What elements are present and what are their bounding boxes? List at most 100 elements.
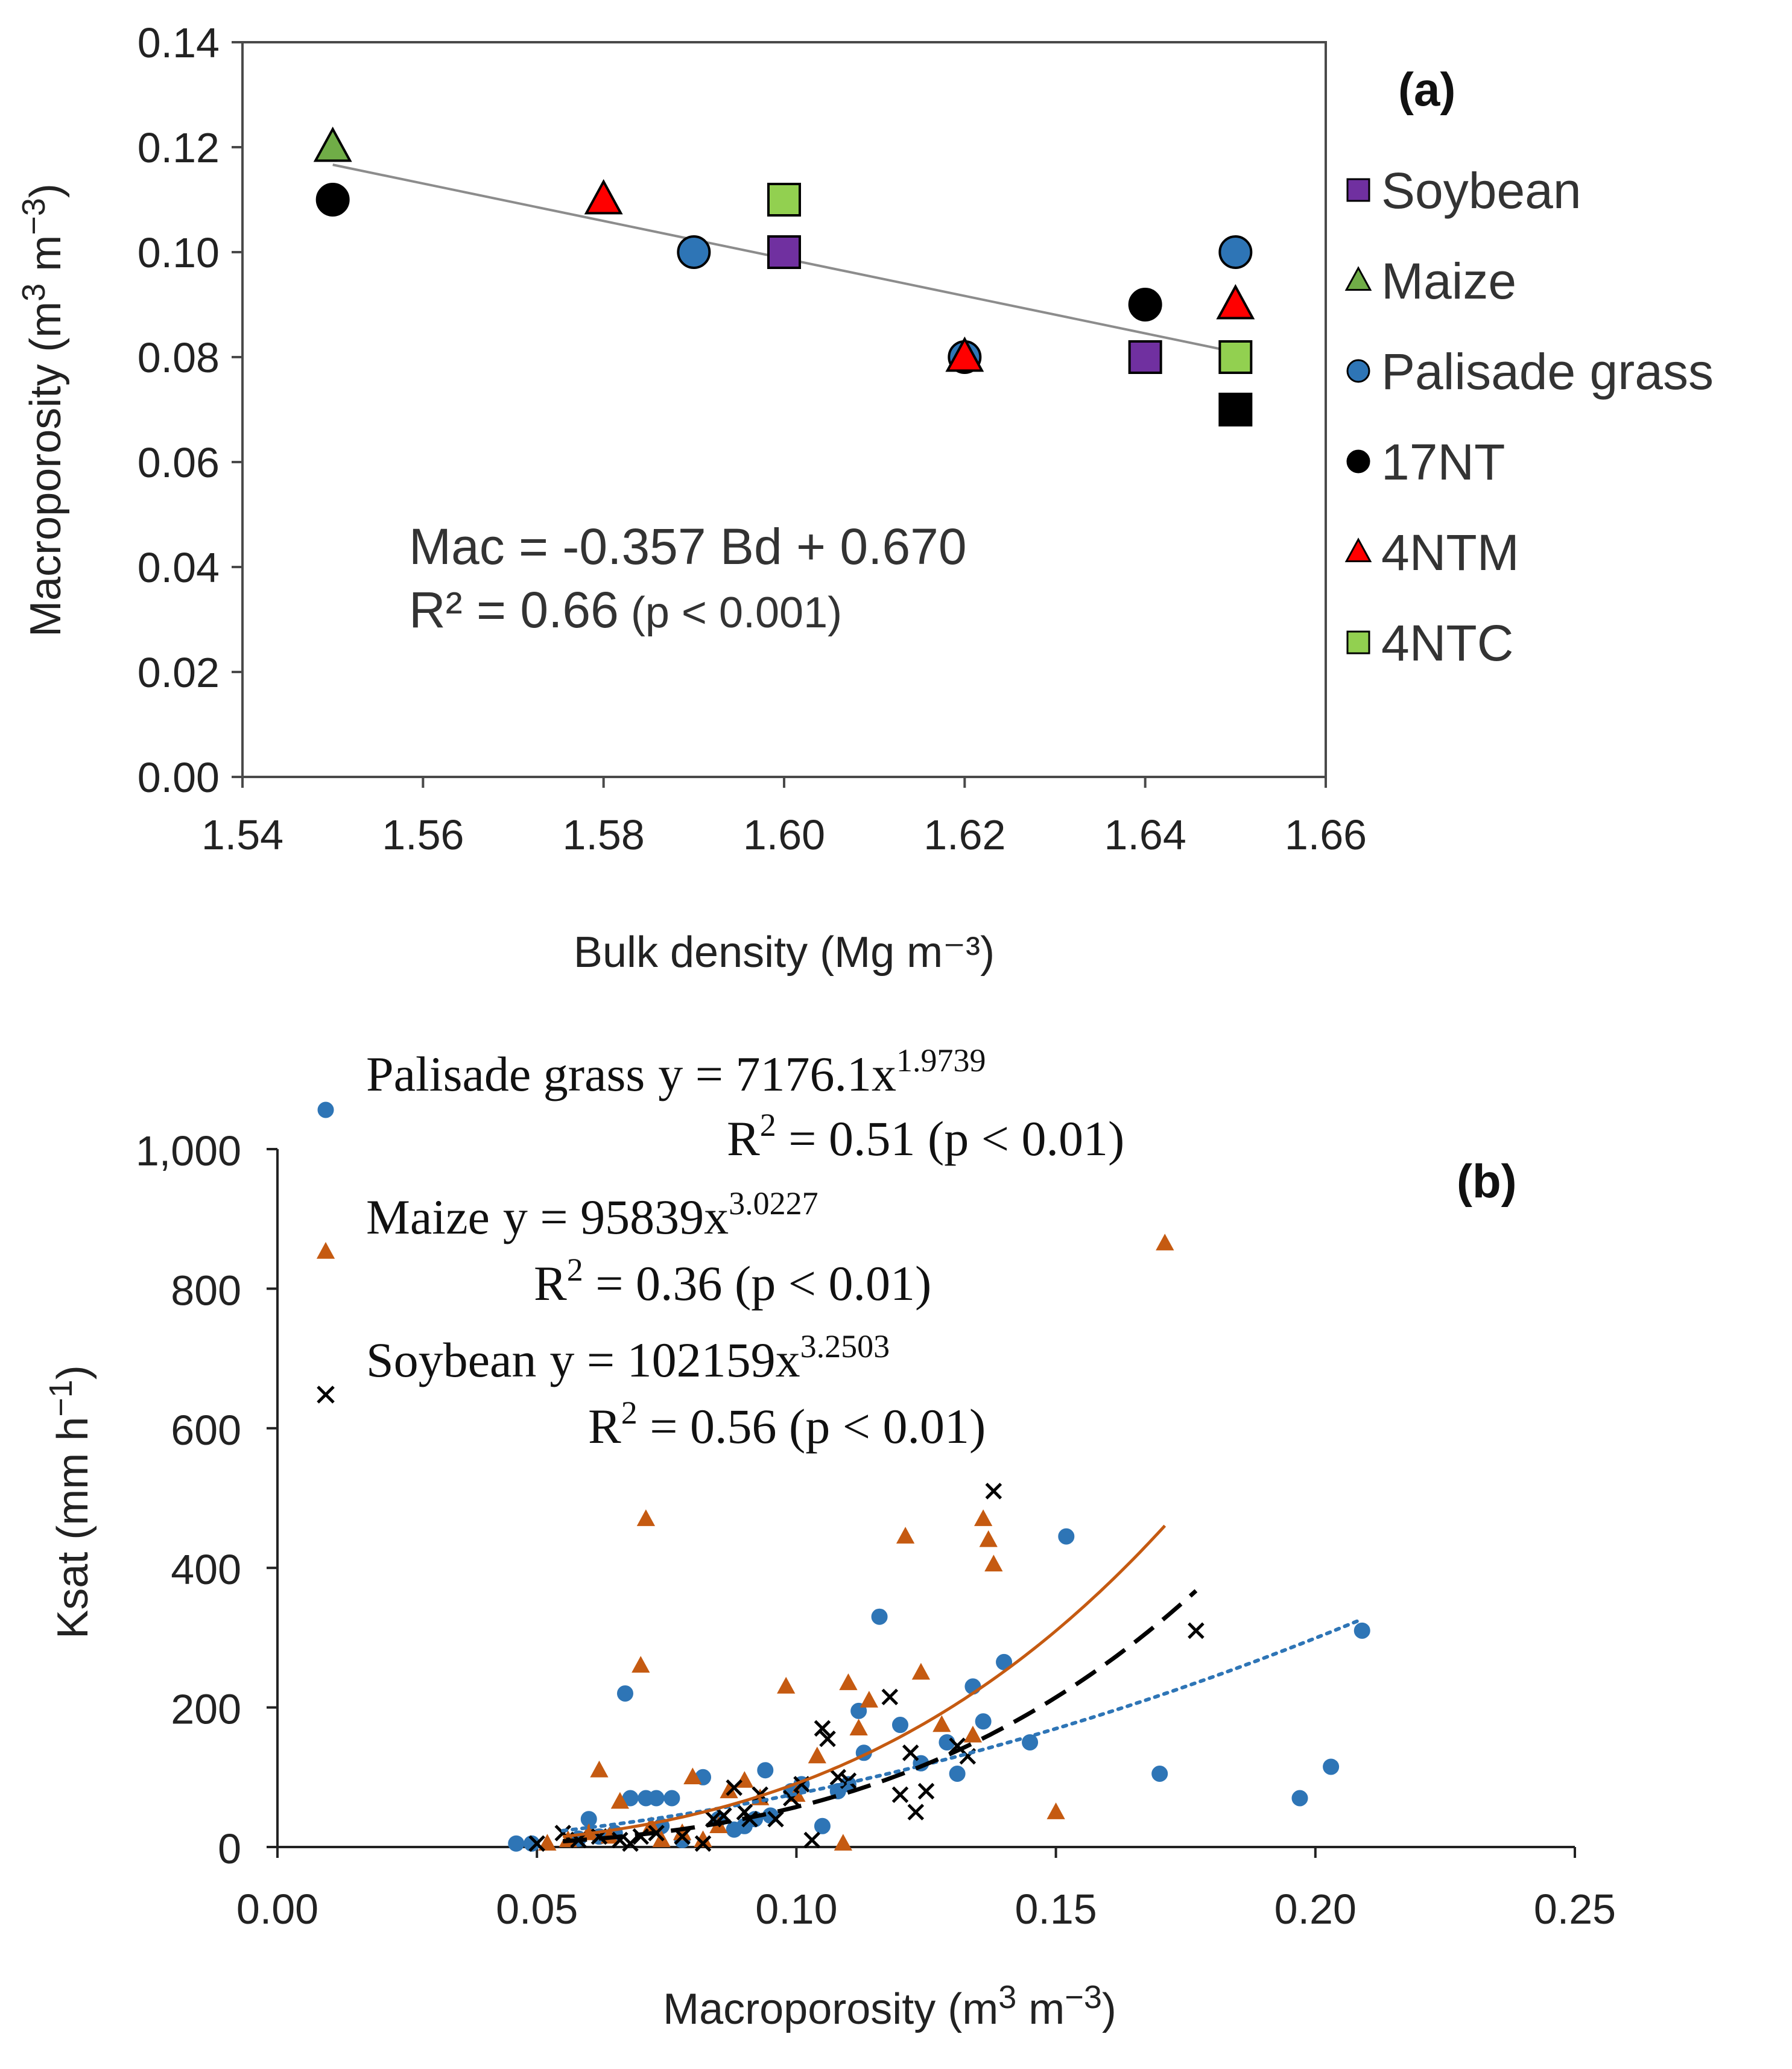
point-palisade-grass <box>975 1713 992 1730</box>
point-soybean <box>554 1825 571 1842</box>
legend-maize-name: Maize <box>366 1190 490 1244</box>
panel-b-y-ticks: 0 200 400 600 800 1,000 <box>136 1127 277 1872</box>
legend-marker-soybean <box>317 1386 335 1404</box>
point-palisade-grass <box>616 1685 633 1702</box>
point-maize <box>683 1767 702 1785</box>
point-soybean <box>985 1483 1002 1500</box>
panel-b-y-tick-label: 0 <box>218 1825 241 1872</box>
panel-b-y-tick-label: 800 <box>171 1267 241 1314</box>
point-maize <box>979 1530 998 1547</box>
panel-a-y-tick-label: 0.02 <box>138 649 220 696</box>
legend-marker-4ntc <box>1346 630 1370 654</box>
point-maize <box>1156 1234 1174 1250</box>
point-soybean <box>694 1835 712 1852</box>
legend-item-maize: Maize <box>1344 253 1516 309</box>
point-4ntc <box>1218 340 1253 374</box>
legend-maize-eq: y = 95839x <box>503 1190 729 1244</box>
point-soybean <box>767 1810 784 1828</box>
legend-palisade-equation: Palisade grass y = 7176.1x1.9739 <box>366 1042 986 1101</box>
point-4ntm <box>584 179 623 215</box>
panel-a-label: (a) <box>1398 63 1455 116</box>
panel-a-plot-frame <box>241 41 1327 778</box>
point-maize <box>777 1676 796 1694</box>
legend-marker-soybean <box>1346 178 1370 202</box>
point-soybean <box>528 1835 545 1852</box>
panel-a-y-tick-label: 0.08 <box>138 334 220 381</box>
panel-b-x-ticks: 0.00 0.05 0.10 0.15 0.20 0.25 <box>236 1847 1616 1933</box>
panel-b-x-tick-label: 0.00 <box>236 1886 318 1933</box>
point-palisade-grass <box>1218 235 1253 269</box>
legend-item-17nt: 17NT <box>1346 434 1505 490</box>
legend-soybean-eq: y = 102159x <box>549 1332 800 1387</box>
panel-b-x-label-part1: Macroporosity (m <box>663 1985 998 2033</box>
panel-b-y-tick-label: 400 <box>171 1546 241 1593</box>
legend-palisade-exponent: 1.9739 <box>896 1042 986 1079</box>
fit-curve-soybean <box>562 1589 1198 1843</box>
panel-a-x-tick-label: 1.56 <box>382 811 464 858</box>
panel-a-x-tick-label: 1.64 <box>1104 811 1186 858</box>
point-palisade-grass <box>663 1790 680 1807</box>
point-maize <box>974 1509 993 1526</box>
legend-marker-maize <box>316 1242 335 1259</box>
point-maize <box>313 126 352 162</box>
point-soybean <box>917 1782 935 1800</box>
panel-b-x-tick-label: 0.20 <box>1274 1886 1357 1933</box>
panel-b-y-tick-label: 1,000 <box>136 1127 241 1174</box>
panel-a-r2-value: R² = 0.66 <box>409 581 619 638</box>
legend-palisade-r: R <box>727 1111 760 1166</box>
point-maize <box>911 1662 931 1680</box>
legend-soybean-r-sup: 2 <box>621 1395 638 1431</box>
panel-b-x-tick-label: 0.25 <box>1534 1886 1616 1933</box>
legend-item-soybean: Soybean <box>1346 162 1581 219</box>
point-maize <box>636 1509 656 1526</box>
legend-maize-r2: R2 = 0.36 (p < 0.01) <box>534 1252 931 1311</box>
legend-marker-4ntm <box>1344 537 1372 563</box>
panel-b-x-label-part2: m <box>1016 1985 1065 2033</box>
point-maize <box>963 1725 983 1743</box>
panel-a-x-axis-label: Bulk density (Mg m⁻³) <box>574 928 995 977</box>
fit-curve-palisade-grass <box>561 1617 1364 1833</box>
point-palisade-grass <box>891 1717 908 1734</box>
fit-curve-maize <box>562 1524 1167 1839</box>
legend-label-4ntc: 4NTC <box>1381 615 1513 671</box>
point-4ntc <box>767 183 801 217</box>
legend-soybean-r: R <box>588 1399 621 1454</box>
panel-a-x-tick-label: 1.66 <box>1285 811 1367 858</box>
panel-b-y-label-part1: Ksat (mm h <box>49 1417 97 1639</box>
panel-a-y-tick-label: 0.12 <box>138 124 220 171</box>
panel-b-x-tick-label: 0.10 <box>755 1886 837 1933</box>
legend-maize-r2-text: = 0.36 (p < 0.01) <box>583 1256 932 1311</box>
legend-palisade-name: Palisade grass <box>366 1047 645 1101</box>
point-soybean <box>622 1835 639 1852</box>
point-maize <box>1046 1802 1065 1819</box>
legend-soybean-r2: R2 = 0.56 (p < 0.01) <box>588 1395 986 1454</box>
point-soybean <box>819 1730 836 1747</box>
panel-a: 0.000.020.040.060.080.100.120.14 1.54 1.5… <box>16 19 1714 977</box>
point-maize <box>590 1760 609 1778</box>
point-maize <box>849 1719 868 1736</box>
legend-maize-r: R <box>534 1256 567 1311</box>
panel-b-fit-curves <box>561 1524 1364 1843</box>
point-maize <box>808 1746 826 1764</box>
legend-marker-17nt <box>1346 449 1370 474</box>
legend-label-17nt: 17NT <box>1381 434 1505 490</box>
point-soybean <box>1188 1622 1205 1640</box>
panel-a-y-tick-label: 0.10 <box>138 229 220 276</box>
point-4ntm <box>1216 284 1255 320</box>
point-17nt <box>1128 288 1162 322</box>
point-maize <box>610 1792 630 1809</box>
panel-a-y-tick-label: 0.00 <box>138 754 220 801</box>
point-maize <box>839 1673 858 1690</box>
legend-label-maize: Maize <box>1381 253 1516 309</box>
panel-b-y-axis-label: Ksat (mm h−1) <box>43 1365 97 1639</box>
panel-a-legend: Soybean Maize Palisade grass 17NT 4NTM 4NTC <box>1344 162 1714 671</box>
legend-item-4ntc: 4NTC <box>1346 615 1513 671</box>
point-maize <box>860 1691 878 1708</box>
point-soybean <box>814 1720 831 1737</box>
point-palisade-grass <box>814 1817 831 1834</box>
point-soybean <box>803 1831 820 1849</box>
panel-a-y-tick-label: 0.04 <box>138 544 220 591</box>
legend-marker-palisade-grass <box>317 1101 334 1118</box>
